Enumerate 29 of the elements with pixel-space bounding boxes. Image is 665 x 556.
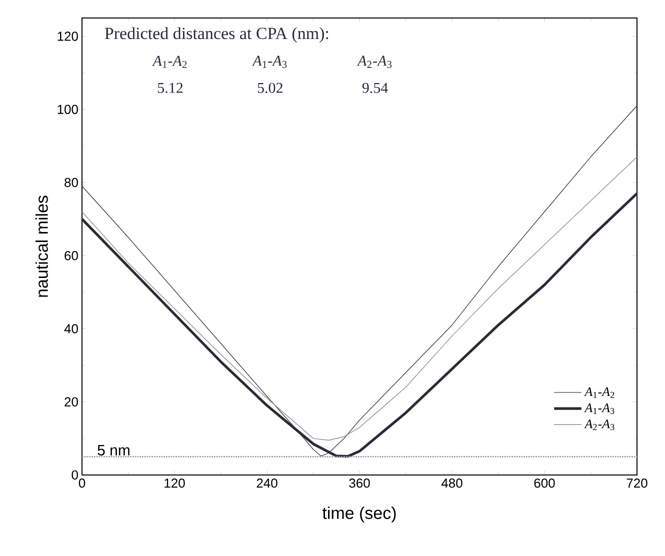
legend-label: A$_{1}$-A$_{2}$ — [584, 387, 614, 398]
annotation: 5.12 — [158, 82, 183, 93]
legend-label: A$_{1}$-A$_{3}$ — [584, 404, 614, 414]
x-tick-label: 0 — [78, 478, 86, 488]
x-tick-label: 480 — [441, 478, 462, 488]
y-tick-label: 120 — [58, 32, 78, 41]
annotation: Predicted distances at CPA (nm): — [104, 27, 328, 43]
y-tick-label: 40 — [64, 324, 78, 334]
x-tick-label: 600 — [534, 478, 555, 488]
line-series — [82, 105, 638, 456]
y-tick-label: 20 — [64, 397, 78, 406]
annotation: A$_{2}$-A$_{3}$ — [356, 56, 392, 68]
x-tick-label: 720 — [626, 478, 648, 488]
x-tick-label: 240 — [256, 478, 278, 488]
annotation: A$_{1}$-A$_{2}$ — [152, 56, 187, 68]
y-tick-label: 60 — [64, 251, 78, 260]
x-axis-title: time (sec) — [322, 506, 396, 522]
y-tick-label: 100 — [58, 104, 78, 114]
line-series — [82, 156, 638, 441]
annotation: A$_{1}$-A$_{3}$ — [252, 56, 287, 68]
ref-line-label: 5 nm — [98, 445, 130, 456]
y-tick-label: 80 — [64, 178, 78, 188]
y-axis-title: nautical miles — [35, 196, 48, 297]
annotation: 5.02 — [258, 82, 282, 94]
annotation: 9.54 — [362, 82, 388, 93]
x-tick-label: 360 — [349, 478, 370, 488]
x-tick-label: 120 — [164, 478, 185, 488]
legend-label: A$_{2}$-A$_{3}$ — [584, 420, 614, 430]
y-tick-label: 0 — [72, 470, 78, 480]
